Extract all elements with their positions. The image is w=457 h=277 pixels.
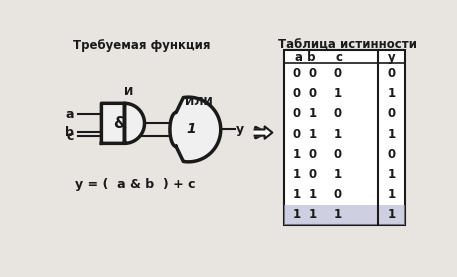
Text: 1: 1 xyxy=(388,188,396,201)
Text: Таблица истинности: Таблица истинности xyxy=(277,39,416,52)
Text: 0: 0 xyxy=(334,107,342,120)
Text: y = (  a & b  ) + c: y = ( a & b ) + c xyxy=(75,178,196,191)
Polygon shape xyxy=(101,103,144,143)
Text: 1: 1 xyxy=(334,87,342,100)
Text: 1: 1 xyxy=(388,208,396,221)
Text: 1: 1 xyxy=(334,208,342,221)
Text: 1: 1 xyxy=(293,148,301,161)
Text: 1: 1 xyxy=(308,127,316,140)
Text: y: y xyxy=(236,123,244,136)
Text: y: y xyxy=(388,51,395,64)
Text: И: И xyxy=(124,87,134,97)
Polygon shape xyxy=(255,126,272,139)
Text: 1: 1 xyxy=(308,188,316,201)
Text: 1: 1 xyxy=(334,168,342,181)
Text: 0: 0 xyxy=(334,148,342,161)
Text: 1: 1 xyxy=(388,87,396,100)
Text: b: b xyxy=(65,126,74,139)
Text: 0: 0 xyxy=(388,148,396,161)
Text: 0: 0 xyxy=(388,107,396,120)
Text: 1: 1 xyxy=(308,107,316,120)
Text: c: c xyxy=(66,130,74,143)
Bar xyxy=(284,50,405,225)
Text: 0: 0 xyxy=(308,168,316,181)
Text: a b: a b xyxy=(295,51,316,64)
Text: 0: 0 xyxy=(334,188,342,201)
Text: 1: 1 xyxy=(388,168,396,181)
Text: 1: 1 xyxy=(293,188,301,201)
Bar xyxy=(284,205,405,225)
Text: a: a xyxy=(65,108,74,121)
Text: ИЛИ: ИЛИ xyxy=(185,97,213,107)
Text: 1: 1 xyxy=(293,168,301,181)
Text: 0: 0 xyxy=(293,87,301,100)
Text: 0: 0 xyxy=(293,107,301,120)
Text: 0: 0 xyxy=(388,67,396,80)
Text: 1: 1 xyxy=(186,122,197,137)
Text: 1: 1 xyxy=(308,208,316,221)
Text: 1: 1 xyxy=(334,127,342,140)
Text: 0: 0 xyxy=(308,67,316,80)
Polygon shape xyxy=(170,97,221,162)
Text: &: & xyxy=(113,116,127,131)
Text: 1: 1 xyxy=(388,127,396,140)
Text: c: c xyxy=(336,51,343,64)
Text: Требуемая функция: Требуемая функция xyxy=(73,39,210,52)
Text: 1: 1 xyxy=(293,208,301,221)
Text: 0: 0 xyxy=(308,148,316,161)
Text: 0: 0 xyxy=(308,87,316,100)
Text: 0: 0 xyxy=(293,127,301,140)
Text: 0: 0 xyxy=(293,67,301,80)
Text: 0: 0 xyxy=(334,67,342,80)
